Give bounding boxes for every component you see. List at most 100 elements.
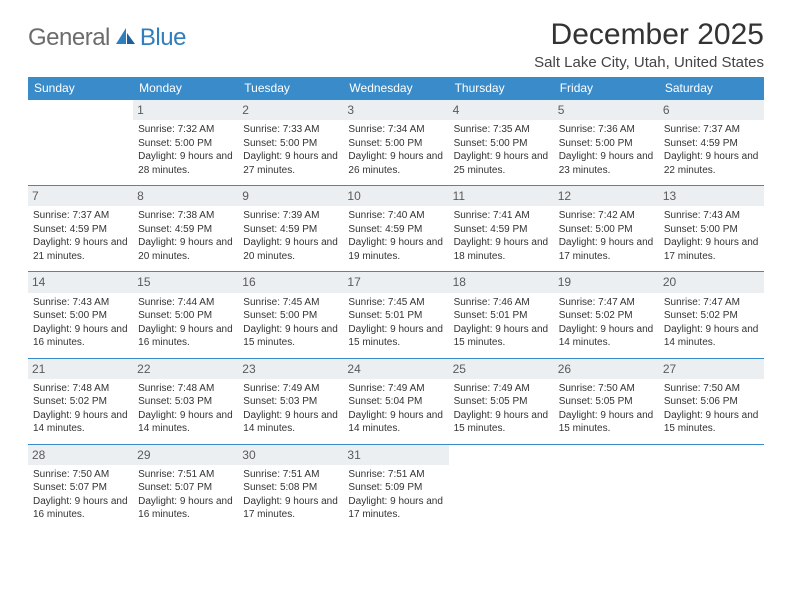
sunrise-text: Sunrise: 7:44 AM bbox=[138, 296, 233, 310]
day-info: Sunrise: 7:50 AMSunset: 5:07 PMDaylight:… bbox=[32, 468, 129, 522]
day-info: Sunrise: 7:43 AMSunset: 5:00 PMDaylight:… bbox=[32, 296, 129, 350]
day-info: Sunrise: 7:47 AMSunset: 5:02 PMDaylight:… bbox=[558, 296, 655, 350]
sunset-text: Sunset: 5:08 PM bbox=[243, 481, 338, 495]
sunrise-text: Sunrise: 7:43 AM bbox=[33, 296, 128, 310]
sunrise-text: Sunrise: 7:50 AM bbox=[664, 382, 759, 396]
daylight-text: Daylight: 9 hours and 17 minutes. bbox=[664, 236, 759, 263]
day-number: 5 bbox=[554, 100, 659, 120]
weekday-header: Saturday bbox=[659, 77, 764, 100]
calendar-cell: 10 Sunrise: 7:40 AMSunset: 4:59 PMDayligh… bbox=[343, 186, 448, 272]
daylight-text: Daylight: 9 hours and 16 minutes. bbox=[33, 495, 128, 522]
day-info: Sunrise: 7:49 AMSunset: 5:05 PMDaylight:… bbox=[453, 382, 550, 436]
calendar-cell: 27Sunrise: 7:50 AMSunset: 5:06 PMDayligh… bbox=[659, 358, 764, 444]
calendar-row: 7 Sunrise: 7:37 AMSunset: 4:59 PMDaylight… bbox=[28, 186, 764, 272]
daylight-text: Daylight: 9 hours and 15 minutes. bbox=[664, 409, 759, 436]
day-number: 11 bbox=[449, 186, 554, 206]
sunset-text: Sunset: 5:00 PM bbox=[454, 137, 549, 151]
daylight-text: Daylight: 9 hours and 15 minutes. bbox=[454, 409, 549, 436]
day-info: Sunrise: 7:37 AMSunset: 4:59 PMDaylight:… bbox=[32, 209, 129, 263]
calendar-cell: 4Sunrise: 7:35 AMSunset: 5:00 PMDaylight… bbox=[449, 100, 554, 186]
daylight-text: Daylight: 9 hours and 18 minutes. bbox=[454, 236, 549, 263]
calendar-cell: 12Sunrise: 7:42 AMSunset: 5:00 PMDayligh… bbox=[554, 186, 659, 272]
title-block: December 2025 Salt Lake City, Utah, Unit… bbox=[534, 18, 764, 71]
calendar-cell: 8Sunrise: 7:38 AMSunset: 4:59 PMDaylight… bbox=[133, 186, 238, 272]
calendar-cell: 19 Sunrise: 7:47 AMSunset: 5:02 PMDayligh… bbox=[554, 272, 659, 358]
day-number: 1 bbox=[133, 100, 238, 120]
daylight-text: Daylight: 9 hours and 15 minutes. bbox=[348, 323, 443, 350]
calendar-row: 28 Sunrise: 7:50 AMSunset: 5:07 PMDayligh… bbox=[28, 444, 764, 530]
daylight-text: Daylight: 9 hours and 28 minutes. bbox=[138, 150, 233, 177]
day-number: 28 bbox=[28, 445, 133, 465]
day-number: 26 bbox=[554, 359, 659, 379]
day-info: Sunrise: 7:49 AMSunset: 5:03 PMDaylight:… bbox=[242, 382, 339, 436]
page-title: December 2025 bbox=[534, 18, 764, 52]
day-info: Sunrise: 7:37 AMSunset: 4:59 PMDaylight:… bbox=[663, 123, 760, 177]
sunrise-text: Sunrise: 7:45 AM bbox=[243, 296, 338, 310]
sunrise-text: Sunrise: 7:49 AM bbox=[454, 382, 549, 396]
sunset-text: Sunset: 5:05 PM bbox=[559, 395, 654, 409]
sunrise-text: Sunrise: 7:51 AM bbox=[138, 468, 233, 482]
sunrise-text: Sunrise: 7:49 AM bbox=[243, 382, 338, 396]
sunset-text: Sunset: 5:00 PM bbox=[138, 137, 233, 151]
day-info: Sunrise: 7:51 AMSunset: 5:09 PMDaylight:… bbox=[347, 468, 444, 522]
sunset-text: Sunset: 4:59 PM bbox=[138, 223, 233, 237]
sunset-text: Sunset: 5:00 PM bbox=[348, 137, 443, 151]
daylight-text: Daylight: 9 hours and 20 minutes. bbox=[138, 236, 233, 263]
day-number: 9 bbox=[238, 186, 343, 206]
sunrise-text: Sunrise: 7:47 AM bbox=[664, 296, 759, 310]
day-number: 17 bbox=[343, 272, 448, 292]
sunset-text: Sunset: 5:00 PM bbox=[243, 309, 338, 323]
sunrise-text: Sunrise: 7:48 AM bbox=[33, 382, 128, 396]
calendar-cell: 25 Sunrise: 7:49 AMSunset: 5:05 PMDayligh… bbox=[449, 358, 554, 444]
daylight-text: Daylight: 9 hours and 16 minutes. bbox=[138, 323, 233, 350]
sunset-text: Sunset: 5:05 PM bbox=[454, 395, 549, 409]
weekday-header: Monday bbox=[133, 77, 238, 100]
day-number: 8 bbox=[133, 186, 238, 206]
day-info: Sunrise: 7:39 AMSunset: 4:59 PMDaylight:… bbox=[242, 209, 339, 263]
weekday-header: Thursday bbox=[449, 77, 554, 100]
day-info: Sunrise: 7:33 AMSunset: 5:00 PMDaylight:… bbox=[242, 123, 339, 177]
day-number: 6 bbox=[659, 100, 764, 120]
daylight-text: Daylight: 9 hours and 21 minutes. bbox=[33, 236, 128, 263]
daylight-text: Daylight: 9 hours and 20 minutes. bbox=[243, 236, 338, 263]
day-number: 19 bbox=[554, 272, 659, 292]
sunrise-text: Sunrise: 7:39 AM bbox=[243, 209, 338, 223]
day-info: Sunrise: 7:40 AMSunset: 4:59 PMDaylight:… bbox=[347, 209, 444, 263]
daylight-text: Daylight: 9 hours and 14 minutes. bbox=[559, 323, 654, 350]
location-text: Salt Lake City, Utah, United States bbox=[534, 54, 764, 71]
sunset-text: Sunset: 5:03 PM bbox=[138, 395, 233, 409]
calendar-cell: 6 Sunrise: 7:37 AMSunset: 4:59 PMDaylight… bbox=[659, 100, 764, 186]
calendar-cell: 13Sunrise: 7:43 AMSunset: 5:00 PMDayligh… bbox=[659, 186, 764, 272]
daylight-text: Daylight: 9 hours and 16 minutes. bbox=[33, 323, 128, 350]
day-number: 7 bbox=[28, 186, 133, 206]
sunrise-text: Sunrise: 7:48 AM bbox=[138, 382, 233, 396]
daylight-text: Daylight: 9 hours and 17 minutes. bbox=[348, 495, 443, 522]
calendar-cell: 16Sunrise: 7:45 AMSunset: 5:00 PMDayligh… bbox=[238, 272, 343, 358]
calendar-cell bbox=[554, 444, 659, 530]
day-info: Sunrise: 7:50 AMSunset: 5:06 PMDaylight:… bbox=[663, 382, 760, 436]
daylight-text: Daylight: 9 hours and 14 minutes. bbox=[33, 409, 128, 436]
sunset-text: Sunset: 4:59 PM bbox=[243, 223, 338, 237]
weekday-header: Tuesday bbox=[238, 77, 343, 100]
day-info: Sunrise: 7:51 AMSunset: 5:08 PMDaylight:… bbox=[242, 468, 339, 522]
day-number: 25 bbox=[449, 359, 554, 379]
sunrise-text: Sunrise: 7:41 AM bbox=[454, 209, 549, 223]
calendar-cell bbox=[28, 100, 133, 186]
logo-sail-icon bbox=[114, 26, 136, 51]
sunset-text: Sunset: 4:59 PM bbox=[348, 223, 443, 237]
header: General Blue December 2025 Salt Lake Cit… bbox=[28, 18, 764, 71]
daylight-text: Daylight: 9 hours and 27 minutes. bbox=[243, 150, 338, 177]
day-number: 10 bbox=[343, 186, 448, 206]
sunset-text: Sunset: 5:01 PM bbox=[348, 309, 443, 323]
sunrise-text: Sunrise: 7:51 AM bbox=[348, 468, 443, 482]
day-info: Sunrise: 7:45 AMSunset: 5:00 PMDaylight:… bbox=[242, 296, 339, 350]
calendar-cell: 9 Sunrise: 7:39 AMSunset: 4:59 PMDaylight… bbox=[238, 186, 343, 272]
calendar-cell: 18Sunrise: 7:46 AMSunset: 5:01 PMDayligh… bbox=[449, 272, 554, 358]
calendar-cell: 20Sunrise: 7:47 AMSunset: 5:02 PMDayligh… bbox=[659, 272, 764, 358]
day-number: 24 bbox=[343, 359, 448, 379]
daylight-text: Daylight: 9 hours and 15 minutes. bbox=[454, 323, 549, 350]
weekday-header: Friday bbox=[554, 77, 659, 100]
sunset-text: Sunset: 5:00 PM bbox=[559, 223, 654, 237]
sunrise-text: Sunrise: 7:36 AM bbox=[559, 123, 654, 137]
sunrise-text: Sunrise: 7:40 AM bbox=[348, 209, 443, 223]
